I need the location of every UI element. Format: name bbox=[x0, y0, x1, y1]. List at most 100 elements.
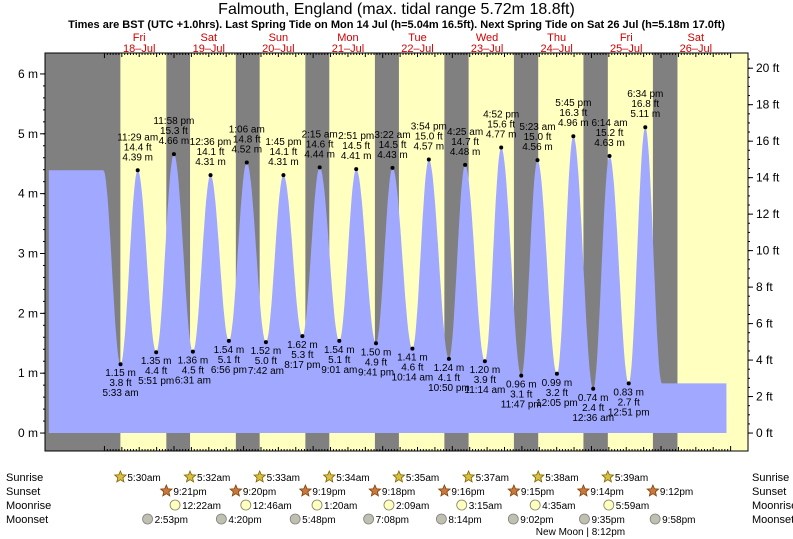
moonset-time: 2:53pm bbox=[155, 515, 188, 526]
tide-label: 11:14 am bbox=[464, 385, 505, 396]
tide-label: 1:06 am bbox=[229, 125, 265, 136]
sunrise-time: 5:30am bbox=[127, 473, 160, 484]
sunrise-time: 5:32am bbox=[197, 473, 230, 484]
moonset-time: 4:20pm bbox=[228, 515, 261, 526]
moonset-time: 7:08pm bbox=[376, 515, 409, 526]
moonrise-time: 5:59am bbox=[616, 501, 649, 512]
row-label-left-sunrise: Sunrise bbox=[6, 472, 43, 484]
moonset-time: 8:14pm bbox=[448, 515, 481, 526]
tide-label: 1.15 m bbox=[105, 368, 136, 379]
tide-label: 4.57 m bbox=[414, 142, 445, 153]
tide-label: 0.96 m bbox=[506, 380, 537, 391]
sun-star-icon bbox=[461, 469, 476, 483]
plot-frame bbox=[44, 52, 749, 452]
tide-point bbox=[426, 157, 431, 162]
moonrise-icon bbox=[311, 499, 323, 511]
tide-label: 5:33 am bbox=[102, 388, 138, 399]
tide-point bbox=[571, 134, 576, 139]
tide-label: 1.54 m bbox=[214, 345, 245, 356]
tide-label: 11:58 pm bbox=[153, 116, 194, 127]
sun-star-icon bbox=[322, 469, 336, 483]
y-tick-label-ft: 14 ft bbox=[756, 171, 780, 185]
sun-star-icon bbox=[646, 483, 660, 497]
moonrise-icon bbox=[456, 499, 468, 511]
day-date-label: 20–Jul bbox=[262, 43, 294, 55]
tide-point bbox=[244, 160, 249, 165]
sunset-time: 9:21pm bbox=[173, 487, 206, 498]
tide-label: 15.0 ft bbox=[524, 132, 552, 143]
tide-label: 1.20 m bbox=[470, 365, 501, 376]
sun-star-icon bbox=[601, 469, 615, 483]
y-tick-label-ft: 12 ft bbox=[756, 207, 780, 221]
sun-star-icon bbox=[392, 469, 406, 483]
y-tick-label-ft: 2 ft bbox=[756, 390, 773, 404]
moonrise-icon bbox=[603, 499, 615, 511]
chart-subtitle: Times are BST (UTC +1.0hrs). Last Spring… bbox=[68, 19, 725, 31]
tide-point bbox=[410, 346, 415, 351]
day-of-week-label: Sat bbox=[688, 32, 705, 44]
tide-label: 4:52 pm bbox=[483, 110, 519, 121]
tide-label: 4.43 m bbox=[377, 150, 408, 161]
moonrise-time: 2:09am bbox=[396, 501, 429, 512]
tide-point bbox=[554, 371, 559, 376]
tide-label: 14.1 ft bbox=[270, 147, 298, 158]
tide-label: 2.4 ft bbox=[582, 403, 604, 414]
tide-label: 4:25 am bbox=[447, 127, 483, 138]
sunset-time: 9:12pm bbox=[660, 487, 693, 498]
tide-label: 5:51 pm bbox=[138, 376, 174, 387]
y-tick-label-m: 6 m bbox=[18, 67, 38, 81]
tide-label: 4.4 ft bbox=[145, 366, 167, 377]
y-tick-label-ft: 16 ft bbox=[756, 134, 780, 148]
moonset-icon bbox=[507, 513, 519, 525]
moonset-icon bbox=[649, 513, 661, 525]
tide-label: 14.7 ft bbox=[451, 137, 479, 148]
tide-point bbox=[643, 125, 648, 130]
day-of-week-label: Tue bbox=[408, 32, 427, 44]
tide-label: 4.9 ft bbox=[365, 357, 387, 368]
day-labels: Fri18–JulSat19–JulSun20–JulMon21–JulTue2… bbox=[123, 32, 712, 55]
sun-star-icon bbox=[229, 483, 243, 497]
tide-label: 14.5 ft bbox=[342, 141, 370, 152]
day-of-week-label: Fri bbox=[133, 32, 146, 44]
tide-label: 14.6 ft bbox=[306, 139, 334, 150]
tide-label: 14.5 ft bbox=[379, 140, 407, 151]
sunset-time: 9:14pm bbox=[590, 487, 623, 498]
tide-point bbox=[118, 362, 123, 367]
tide-label: 1:45 pm bbox=[265, 137, 301, 148]
tide-label: 5.0 ft bbox=[255, 356, 277, 367]
tide-point bbox=[263, 340, 268, 345]
tide-label: 9:01 am bbox=[321, 365, 357, 376]
sunrise-time: 5:39am bbox=[615, 473, 648, 484]
tide-label: 4.77 m bbox=[486, 130, 517, 141]
moonrise-time: 4:35am bbox=[542, 501, 575, 512]
tide-point bbox=[374, 341, 379, 346]
day-date-label: 19–Jul bbox=[193, 43, 225, 55]
day-date-label: 25–Jul bbox=[610, 43, 642, 55]
day-date-label: 24–Jul bbox=[540, 43, 572, 55]
moonset-icon bbox=[579, 513, 590, 525]
tide-label: 7:42 am bbox=[248, 366, 284, 377]
moonset-time: 9:58pm bbox=[662, 515, 695, 526]
y-tick-label-m: 1 m bbox=[18, 366, 38, 380]
tide-point bbox=[317, 165, 322, 170]
tide-point bbox=[337, 338, 342, 343]
tide-label: 6:31 am bbox=[175, 376, 211, 387]
day-date-label: 26–Jul bbox=[680, 43, 712, 55]
tide-label: 1.24 m bbox=[434, 363, 465, 374]
tide-label: 4.5 ft bbox=[182, 366, 204, 377]
tide-label: 4.41 m bbox=[341, 151, 372, 162]
sunset-time: 9:19pm bbox=[312, 487, 345, 498]
day-date-label: 21–Jul bbox=[332, 43, 364, 55]
tide-point bbox=[463, 162, 468, 167]
tide-label: 1.36 m bbox=[178, 356, 209, 367]
tide-label: 3.8 ft bbox=[109, 378, 131, 389]
y-tick-label-m: 3 m bbox=[18, 246, 38, 260]
tide-point bbox=[154, 350, 159, 355]
tide-label: 6:14 am bbox=[591, 118, 627, 129]
tide-label: 15.2 ft bbox=[596, 128, 624, 139]
moon-phase-label: New Moon | 8:12pm bbox=[536, 527, 625, 538]
tide-label: 15.3 ft bbox=[160, 126, 188, 137]
sunrise-time: 5:34am bbox=[336, 473, 369, 484]
day-date-label: 18–Jul bbox=[123, 43, 155, 55]
